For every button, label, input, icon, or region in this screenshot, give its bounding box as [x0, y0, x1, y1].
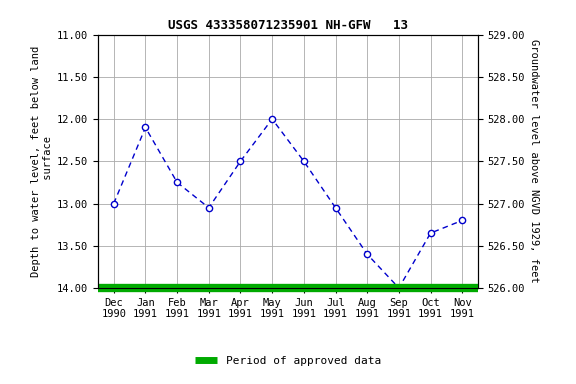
Legend: Period of approved data: Period of approved data	[191, 352, 385, 371]
Y-axis label: Groundwater level above NGVD 1929, feet: Groundwater level above NGVD 1929, feet	[529, 40, 540, 283]
Title: USGS 433358071235901 NH-GFW   13: USGS 433358071235901 NH-GFW 13	[168, 19, 408, 32]
Y-axis label: Depth to water level, feet below land
 surface: Depth to water level, feet below land su…	[31, 46, 53, 277]
